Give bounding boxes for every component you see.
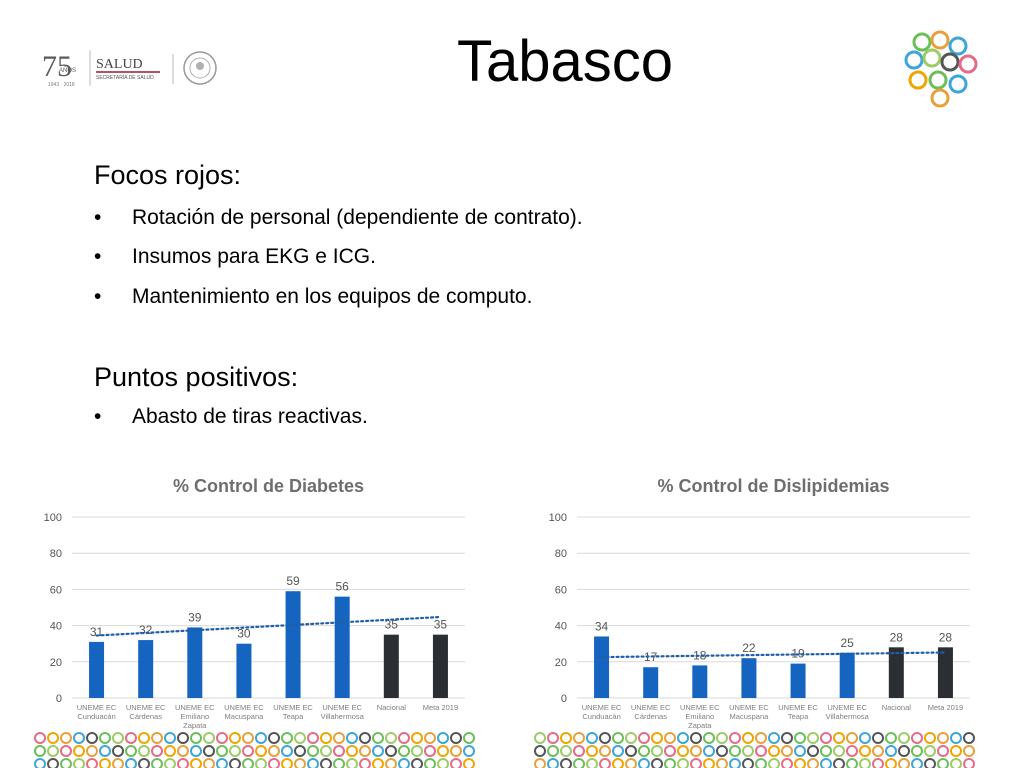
bar	[432, 634, 448, 698]
x-tick-label: UNEME EC Teapa	[273, 703, 313, 721]
bar	[594, 636, 610, 698]
chart-title: % Control de Diabetes	[173, 476, 364, 496]
data-label: 28	[890, 630, 904, 644]
bar	[285, 591, 301, 698]
y-tick-label: 20	[50, 657, 62, 669]
bar	[692, 665, 708, 698]
x-tick-label: UNEME EC Emiliano Zapata	[680, 703, 720, 730]
section-heading-puntos: Puntos positivos:	[94, 362, 299, 392]
bar	[790, 663, 806, 698]
y-tick-label: 60	[50, 584, 62, 596]
bar	[937, 647, 953, 698]
bullet-item: • Insumos para EKG e ICG.	[94, 245, 376, 268]
trendline	[95, 615, 442, 637]
x-tick-label: UNEME EC Teapa	[778, 703, 818, 721]
x-tick-label: UNEME EC Emiliano Zapata	[175, 703, 215, 730]
x-tick-label: Meta 2019	[423, 703, 458, 712]
y-tick-label: 40	[555, 621, 567, 633]
logo-number: 75	[42, 50, 72, 83]
y-tick-label: 0	[561, 693, 567, 705]
bullet-item: • Mantenimiento en los equipos de computo…	[94, 285, 533, 308]
bullet-item: • Abasto de tiras reactivas.	[94, 405, 368, 428]
data-label: 18	[693, 648, 707, 662]
decorative-circles-band	[34, 732, 975, 768]
y-tick-label: 80	[555, 548, 567, 560]
bar	[236, 643, 252, 698]
bar	[643, 667, 659, 698]
trendline	[600, 651, 947, 659]
data-label: 35	[434, 618, 448, 632]
x-tick-label: UNEME EC Macuspana	[224, 703, 264, 721]
section-heading-focos: Focos rojos:	[94, 160, 242, 190]
data-label: 35	[385, 618, 399, 632]
y-tick-label: 100	[44, 512, 62, 524]
data-label: 34	[595, 619, 609, 633]
data-label: 30	[237, 627, 251, 641]
page-title: Tabasco	[456, 29, 674, 94]
chart-title: % Control de Dislipidemias	[657, 476, 889, 496]
diabetes-chart: % Control de Diabetes 0 20 40 60 80 100 31 UNEME…	[30, 470, 480, 730]
data-label: 28	[939, 630, 953, 644]
data-label: 59	[286, 574, 300, 588]
y-tick-label: 100	[549, 512, 567, 524]
x-tick-label: UNEME EC Macuspana	[729, 703, 769, 721]
y-tick-label: 20	[555, 657, 567, 669]
bar	[839, 652, 855, 698]
x-tick-label: Nacional	[377, 703, 407, 712]
y-tick-label: 0	[56, 693, 62, 705]
x-tick-label: UNEME EC Cunduacán	[582, 703, 622, 721]
data-label: 25	[841, 636, 855, 650]
logo-small: AÑOS	[59, 67, 76, 74]
bullet-item: • Rotación de personal (dependiente de co…	[94, 206, 583, 229]
data-label: 56	[336, 580, 350, 594]
bar	[138, 640, 154, 698]
x-tick-label: UNEME EC Cárdenas	[126, 703, 166, 721]
rings-logo	[904, 30, 978, 108]
y-tick-label: 40	[50, 621, 62, 633]
x-tick-label: Nacional	[882, 703, 912, 712]
data-label: 39	[188, 610, 202, 624]
bar	[187, 627, 203, 698]
bar	[383, 634, 399, 698]
logo-secretaria: SECRETARÍA DE SALUD	[96, 74, 154, 81]
data-label: 31	[90, 625, 104, 639]
dislipidemias-chart: % Control de Dislipidemias 0 20 40 60 80 100 34…	[535, 470, 985, 730]
x-tick-label: UNEME EC Cárdenas	[631, 703, 671, 721]
bar	[334, 596, 350, 698]
data-label: 22	[742, 641, 756, 655]
x-tick-label: UNEME EC Villahermosa	[321, 703, 365, 721]
y-tick-label: 60	[555, 584, 567, 596]
salud-75-logo: 75 AÑOS 1943 · 2018 SALUD SECRETARÍA DE …	[42, 50, 217, 88]
x-tick-label: UNEME EC Cunduacán	[77, 703, 117, 721]
bar	[741, 658, 757, 698]
data-label: 32	[139, 623, 153, 637]
x-tick-label: UNEME EC Villahermosa	[826, 703, 870, 721]
logo-years: 1943 · 2018	[48, 82, 75, 88]
y-tick-label: 80	[50, 548, 62, 560]
bar	[89, 641, 105, 698]
bar	[888, 647, 904, 698]
x-tick-label: Meta 2019	[928, 703, 963, 712]
logo-salud: SALUD	[96, 57, 143, 72]
